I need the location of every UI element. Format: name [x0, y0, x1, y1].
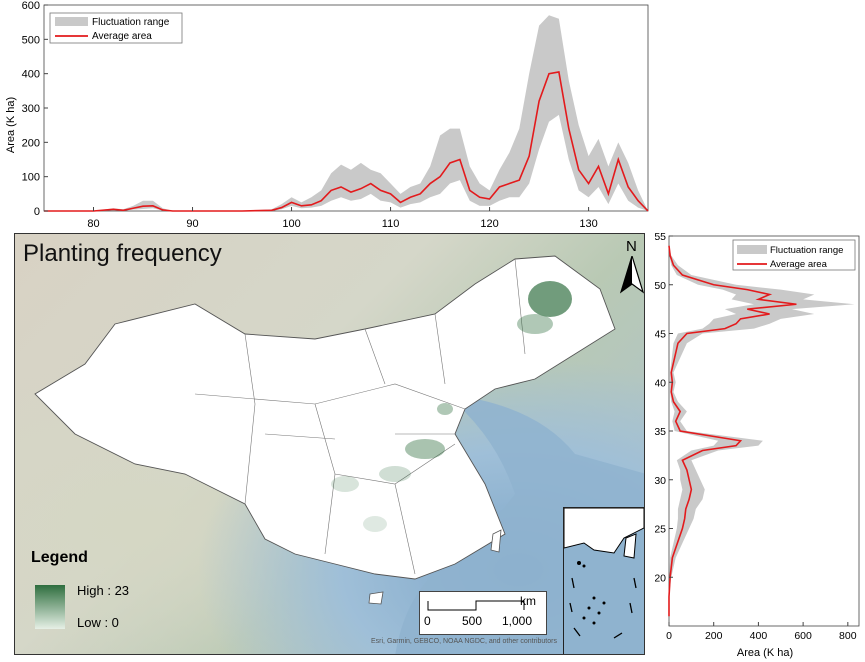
side-x-tick-label: 400 [750, 630, 768, 642]
side-plot-area: 0 200 400 600 800 20 25 30 35 40 45 50 55 [655, 231, 860, 642]
legend-color-ramp [35, 585, 65, 629]
map-legend: Legend High : 23 Low : 0 [31, 549, 141, 630]
inset-map [563, 507, 644, 639]
top-x-tick-label: 130 [579, 218, 597, 230]
north-arrow: N [619, 238, 644, 294]
side-y-tick-label: 25 [655, 524, 666, 536]
province-boundaries [194, 258, 526, 575]
side-y-tick-label: 40 [655, 377, 666, 389]
top-x-tick-label: 110 [382, 218, 400, 230]
top-x-tick-label: 120 [480, 218, 498, 230]
taiwan-island [490, 529, 502, 553]
planting-hotspots [331, 281, 572, 532]
top-y-tick-label: 0 [34, 206, 40, 218]
side-chart-xlabel: Area (K ha) [737, 647, 793, 659]
side-y-tick-label: 50 [655, 280, 666, 292]
legend-high-label: High : 23 [77, 583, 130, 598]
side-legend-range-swatch [737, 245, 767, 254]
side-legend-average-label: Average area [770, 259, 828, 270]
longitude-area-chart: 80 90 100 110 120 130 0 100 200 300 400 500 600 Area… [5, 0, 649, 230]
south-china-sea-inset [563, 507, 644, 654]
side-y-tick-label: 35 [655, 426, 666, 438]
side-y-tick-label: 30 [655, 475, 666, 487]
side-x-tick-label: 200 [705, 630, 723, 642]
side-x-tick-label: 0 [666, 630, 672, 642]
top-y-tick-label: 500 [22, 34, 40, 46]
latitude-area-chart: 0 200 400 600 800 20 25 30 35 40 45 50 55 Area (K ha… [655, 231, 860, 659]
top-y-tick-label: 200 [22, 137, 40, 149]
top-y-tick-label: 300 [22, 103, 40, 115]
side-range-band [669, 245, 855, 617]
side-x-tick-label: 600 [794, 630, 812, 642]
top-y-tick-label: 400 [22, 69, 40, 81]
top-chart-legend: Fluctuation range Average area [49, 12, 183, 44]
side-y-tick-label: 45 [655, 329, 666, 341]
top-x-tick-label: 100 [282, 218, 300, 230]
legend-range-label: Fluctuation range [92, 17, 170, 28]
map-attribution: Esri, Garmin, GEBCO, NOAA NGDC, and othe… [371, 638, 557, 645]
legend-title: Legend [31, 549, 88, 566]
scale-tick-500: 500 [462, 614, 483, 628]
top-range-band [44, 15, 648, 211]
side-chart-legend: Fluctuation range Average area [732, 239, 856, 271]
north-label: N [626, 238, 637, 255]
top-x-tick-label: 90 [186, 218, 198, 230]
legend-range-swatch [55, 17, 88, 26]
scale-bar: km 0 500 1,000 [419, 591, 547, 635]
scale-bar-graphic [427, 600, 525, 611]
map-title: Planting frequency [23, 240, 222, 267]
hainan-island [368, 591, 384, 605]
top-x-tick-label: 80 [87, 218, 99, 230]
side-y-tick-label: 55 [655, 231, 666, 243]
top-y-tick-label: 100 [22, 172, 40, 184]
legend-average-label: Average area [92, 31, 152, 42]
china-map[interactable]: Planting frequency N Legend High : 23 Lo… [14, 233, 645, 655]
side-average-line [668, 245, 797, 617]
side-x-tick-label: 800 [839, 630, 857, 642]
side-legend-range-label: Fluctuation range [770, 245, 843, 256]
scale-unit: km [520, 594, 536, 608]
top-average-line [44, 71, 649, 212]
top-y-tick-label: 600 [22, 0, 40, 12]
scale-tick-0: 0 [424, 614, 431, 628]
side-y-tick-label: 20 [655, 572, 666, 584]
scale-tick-1000: 1,000 [502, 614, 533, 628]
top-chart-ylabel: Area (K ha) [5, 97, 17, 153]
legend-low-label: Low : 0 [77, 615, 119, 630]
north-arrow-icon [619, 256, 644, 294]
